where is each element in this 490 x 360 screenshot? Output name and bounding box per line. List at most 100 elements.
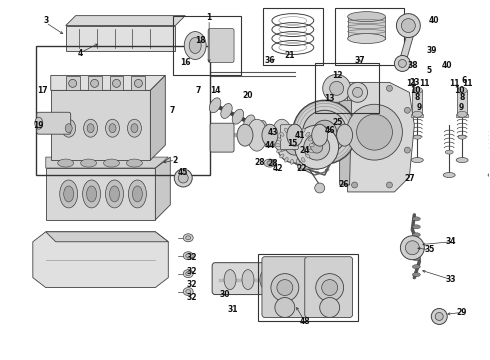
Circle shape [405,241,419,255]
Text: 23: 23 [409,78,419,87]
Ellipse shape [291,126,294,131]
Polygon shape [66,26,175,50]
Circle shape [319,127,330,137]
Circle shape [174,169,192,187]
Text: 18: 18 [195,36,205,45]
Circle shape [285,135,305,155]
FancyBboxPatch shape [208,28,234,62]
FancyBboxPatch shape [262,257,308,318]
Text: 8: 8 [415,93,420,102]
Ellipse shape [186,289,191,293]
Ellipse shape [296,159,299,164]
Ellipse shape [91,80,98,87]
FancyBboxPatch shape [212,263,318,294]
Ellipse shape [110,186,120,202]
Polygon shape [51,90,150,160]
Text: 6: 6 [462,76,467,85]
Ellipse shape [278,270,290,289]
Text: 32: 32 [187,253,197,262]
Text: 22: 22 [296,163,307,172]
Text: 27: 27 [404,174,415,183]
Ellipse shape [308,138,313,141]
Text: 17: 17 [37,86,48,95]
Ellipse shape [127,119,142,137]
Bar [413,90,422,114]
Ellipse shape [291,159,294,164]
Ellipse shape [134,80,143,87]
Ellipse shape [224,270,236,289]
Ellipse shape [189,37,201,54]
Ellipse shape [58,159,74,167]
Text: 25: 25 [332,118,343,127]
Bar [457,90,467,114]
Bar [110,76,123,90]
Bar [258,254,358,321]
Ellipse shape [60,180,77,208]
Bar [315,63,379,113]
Text: 7: 7 [196,86,201,95]
Ellipse shape [285,128,288,133]
Polygon shape [347,82,415,192]
Text: 13: 13 [324,94,335,103]
FancyBboxPatch shape [298,137,319,169]
Circle shape [271,274,299,302]
Ellipse shape [183,288,193,296]
Text: 7: 7 [170,106,175,115]
FancyBboxPatch shape [305,257,353,318]
Text: 12: 12 [332,71,343,80]
Polygon shape [150,75,165,160]
Ellipse shape [275,144,280,147]
Text: 11: 11 [462,79,472,88]
Text: 16: 16 [180,58,191,67]
Polygon shape [46,157,168,168]
Ellipse shape [209,98,221,113]
Ellipse shape [128,180,147,208]
Ellipse shape [445,150,453,154]
Circle shape [404,147,410,153]
Circle shape [400,236,424,260]
Bar [131,76,146,90]
Ellipse shape [184,32,206,59]
Ellipse shape [62,119,75,137]
Circle shape [290,140,300,150]
Ellipse shape [456,158,468,163]
Text: 46: 46 [324,126,335,135]
Circle shape [293,100,357,164]
Ellipse shape [183,234,193,242]
Ellipse shape [81,159,97,167]
Ellipse shape [457,87,467,93]
Circle shape [319,298,340,318]
Bar [263,8,323,66]
Ellipse shape [413,273,420,276]
Ellipse shape [255,121,267,135]
Text: 28: 28 [255,158,265,167]
Circle shape [357,114,392,150]
Text: 10: 10 [410,86,420,95]
Ellipse shape [306,132,310,136]
Circle shape [277,280,293,296]
Ellipse shape [105,119,120,137]
Text: 37: 37 [354,56,365,65]
Text: 48: 48 [299,317,310,326]
Ellipse shape [183,252,193,260]
Circle shape [352,85,358,91]
Text: 1: 1 [206,13,212,22]
Text: 39: 39 [426,46,437,55]
Text: 26: 26 [339,180,349,189]
Ellipse shape [488,172,490,177]
Ellipse shape [83,180,100,208]
Text: 2: 2 [172,156,178,165]
Text: 44: 44 [265,141,275,150]
Ellipse shape [69,80,76,87]
Text: 11: 11 [449,79,460,88]
Text: 19: 19 [33,121,44,130]
Text: 21: 21 [285,51,295,60]
Bar [335,8,404,66]
Text: 42: 42 [272,163,283,172]
Ellipse shape [242,270,254,289]
Circle shape [394,55,410,71]
Bar [456,114,468,117]
Ellipse shape [276,138,281,141]
Ellipse shape [413,257,420,261]
Circle shape [322,280,338,296]
